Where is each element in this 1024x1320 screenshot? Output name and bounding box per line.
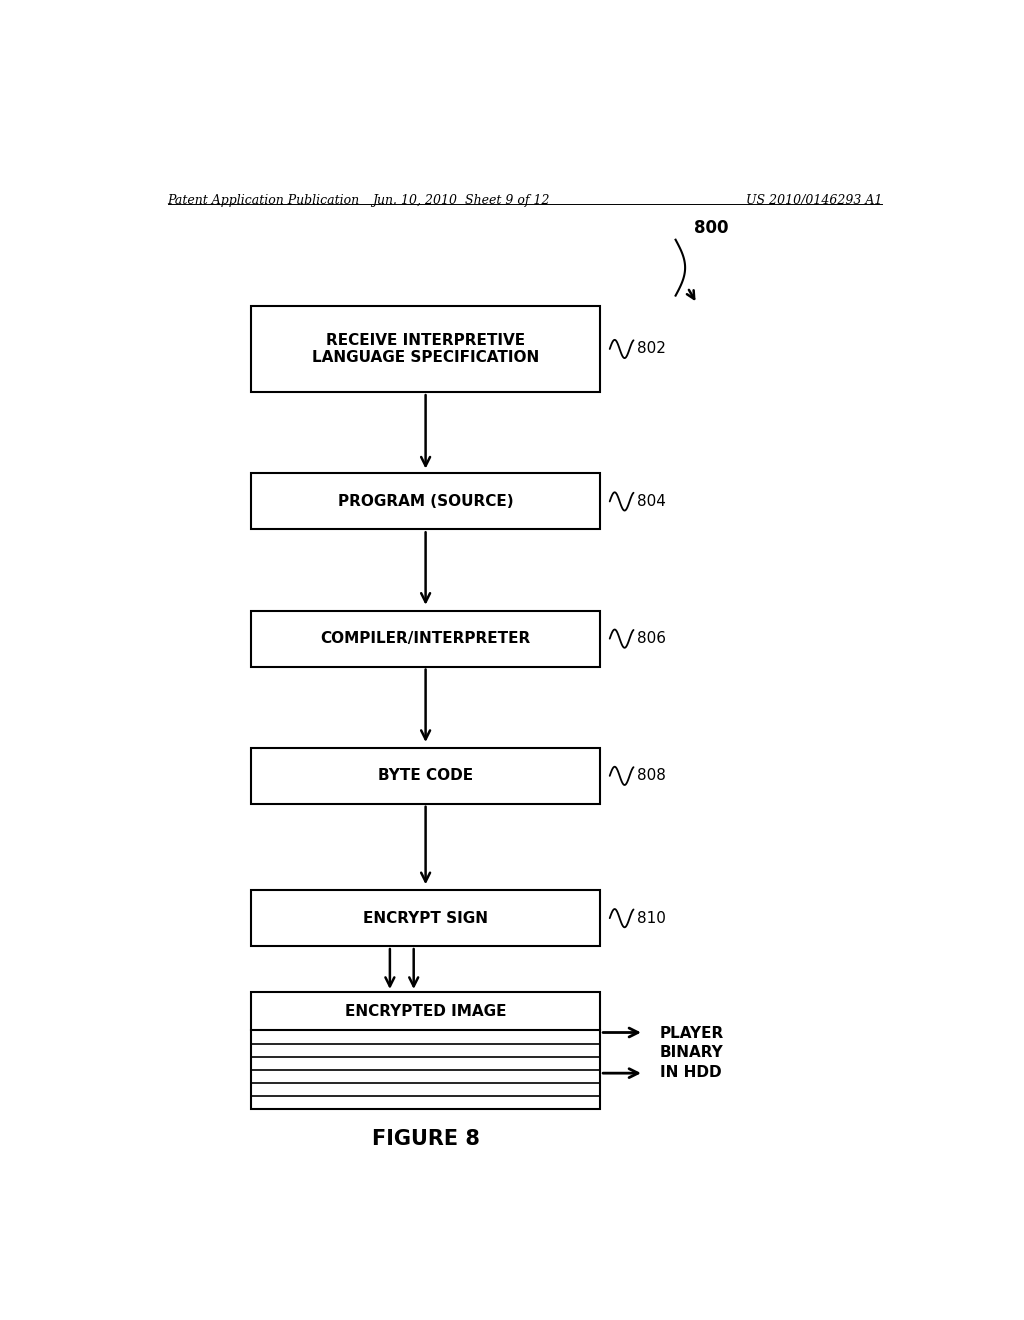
Text: 810: 810 — [637, 911, 666, 925]
Text: Jun. 10, 2010  Sheet 9 of 12: Jun. 10, 2010 Sheet 9 of 12 — [373, 194, 550, 207]
FancyBboxPatch shape — [251, 474, 600, 529]
Text: ENCRYPT SIGN: ENCRYPT SIGN — [364, 911, 488, 925]
Text: ENCRYPTED IMAGE: ENCRYPTED IMAGE — [345, 1003, 506, 1019]
Text: 804: 804 — [637, 494, 666, 510]
FancyBboxPatch shape — [251, 611, 600, 667]
Text: PROGRAM (SOURCE): PROGRAM (SOURCE) — [338, 494, 513, 510]
FancyBboxPatch shape — [251, 306, 600, 392]
FancyBboxPatch shape — [251, 890, 600, 946]
FancyBboxPatch shape — [251, 748, 600, 804]
Text: 806: 806 — [637, 631, 666, 647]
Text: US 2010/0146293 A1: US 2010/0146293 A1 — [745, 194, 882, 207]
FancyBboxPatch shape — [251, 991, 600, 1109]
Text: 800: 800 — [694, 219, 728, 236]
Text: 808: 808 — [637, 768, 666, 783]
Text: FIGURE 8: FIGURE 8 — [372, 1130, 479, 1150]
Text: Patent Application Publication: Patent Application Publication — [168, 194, 359, 207]
Text: PLAYER
BINARY
IN HDD: PLAYER BINARY IN HDD — [659, 1026, 724, 1080]
Text: 802: 802 — [637, 342, 666, 356]
Text: RECEIVE INTERPRETIVE
LANGUAGE SPECIFICATION: RECEIVE INTERPRETIVE LANGUAGE SPECIFICAT… — [312, 333, 540, 366]
Text: BYTE CODE: BYTE CODE — [378, 768, 473, 783]
Text: COMPILER/INTERPRETER: COMPILER/INTERPRETER — [321, 631, 530, 647]
